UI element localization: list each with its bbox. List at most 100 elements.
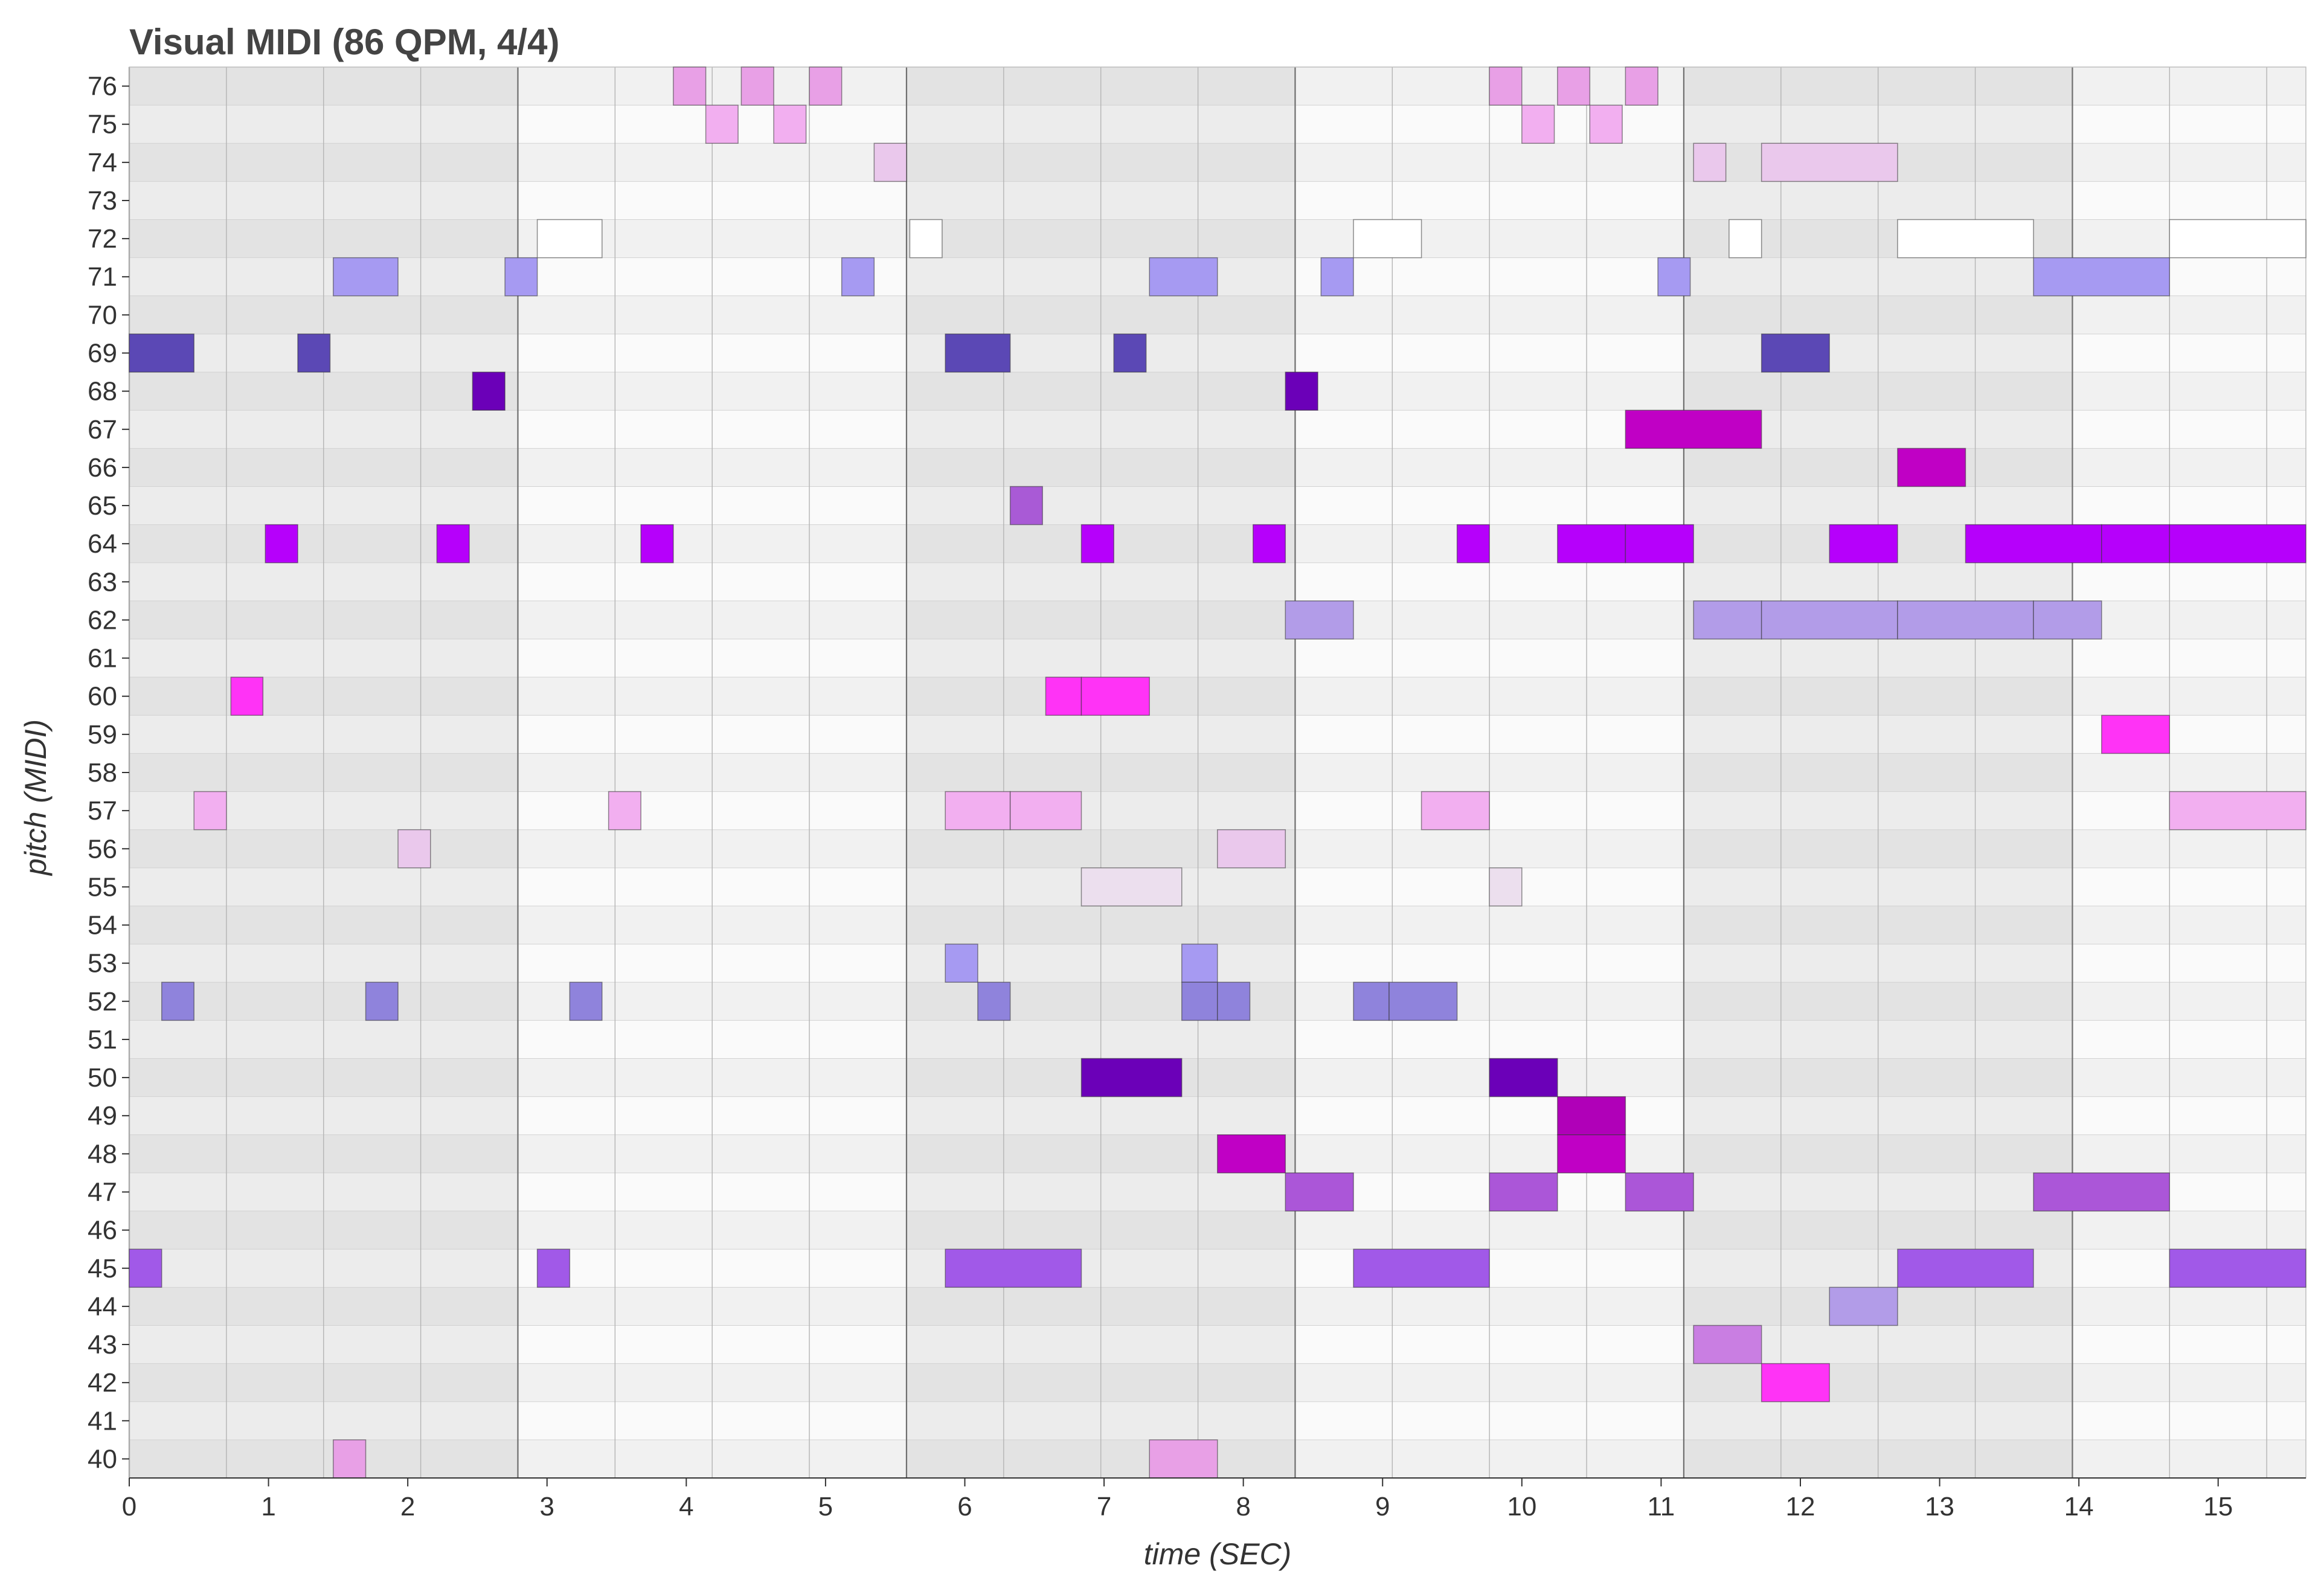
y-tick-label: 74 [88,148,117,178]
x-tick-label: 2 [400,1492,415,1521]
y-tick-label: 45 [88,1254,117,1283]
note-52-7.814 [1217,981,1251,1021]
y-axis-label: pitch (MIDI) [19,719,53,876]
note-62-12.698 [1897,600,2034,640]
note-55-9.767 [1489,867,1523,907]
row-band [2072,295,2306,334]
note-69-1.21 [297,333,331,373]
note-64-6.837 [1080,524,1114,564]
x-tick-label: 13 [1925,1492,1954,1521]
row-band [2072,448,2306,487]
y-tick-label: 76 [88,72,117,101]
note-49-10.256 [1557,1096,1626,1136]
note-76-10.256 [1557,66,1591,106]
note-47-8.302 [1285,1172,1354,1212]
note-57-6.326 [1009,791,1082,830]
note-71-2.698 [504,257,538,297]
note-60-6.581 [1045,676,1082,716]
y-tick-label: 52 [88,987,117,1017]
y-tick-label: 68 [88,377,117,406]
row-band [2072,562,2306,601]
note-75-10 [1521,104,1555,144]
note-57-9.279 [1420,791,1490,830]
note-47-10.744 [1625,1172,1694,1212]
note-64-13.186 [1965,524,2102,564]
note-47-13.674 [2033,1172,2171,1212]
note-69-0 [129,333,194,373]
note-76-4.884 [809,66,843,106]
note-75-4.14 [705,104,739,144]
note-52-1.698 [365,981,399,1021]
x-tick-label: 11 [1648,1492,1675,1521]
x-axis-label: time (SEC) [1144,1537,1291,1571]
note-64-14.651 [2169,524,2306,564]
row-band [2072,1363,2306,1402]
row-band [2072,1020,2306,1059]
note-52-3.163 [569,981,603,1021]
row-band [2072,829,2306,868]
note-67-10.744 [1625,410,1762,449]
note-69-5.86 [945,333,1011,373]
x-tick-label: 6 [957,1492,972,1521]
note-71-8.558 [1320,257,1354,297]
note-53-5.86 [945,943,978,983]
y-tick-label: 42 [88,1368,117,1398]
note-45-8.791 [1353,1248,1490,1288]
note-69-11.721 [1761,333,1830,373]
note-75-10.488 [1589,104,1623,144]
y-tick-label: 48 [88,1139,117,1169]
y-tick-label: 41 [88,1406,117,1436]
note-52-9.047 [1388,981,1458,1021]
note-64-12.209 [1829,524,1898,564]
note-59-14.163 [2101,715,2171,754]
note-76-3.907 [673,66,707,106]
x-axis-ticks: 0 1 2 3 4 5 6 7 8 9 10 11 12 13 14 15 [122,1477,2306,1521]
y-tick-label: 59 [88,720,117,750]
note-60-6.837 [1080,676,1150,716]
x-tick-label: 12 [1786,1492,1815,1521]
y-tick-label: 75 [88,110,117,140]
notes-layer [129,66,2306,1479]
note-57-3.442 [608,791,641,830]
row-band [2072,1096,2306,1135]
x-tick-label: 4 [679,1492,693,1521]
y-tick-label: 64 [88,529,117,559]
y-tick-label: 46 [88,1216,117,1245]
row-band [2072,1401,2306,1440]
row-band [2072,410,2306,449]
note-72-8.791 [1353,219,1422,259]
note-56-1.93 [397,829,431,869]
note-72-14.651 [2169,219,2306,259]
note-68-8.302 [1285,371,1318,411]
y-tick-label: 61 [88,644,117,673]
note-74-11.233 [1693,143,1727,182]
chart-title: Visual MIDI (86 QPM, 4/4) [129,22,559,62]
note-48-7.814 [1217,1134,1286,1174]
note-40-7.326 [1149,1439,1218,1479]
y-tick-label: 54 [88,911,117,940]
note-71-13.674 [2033,257,2171,297]
note-40-1.465 [333,1439,367,1479]
y-tick-label: 40 [88,1444,117,1474]
note-45-5.86 [945,1248,1082,1288]
row-band [2072,639,2306,678]
y-tick-label: 63 [88,567,117,597]
row-band [2072,944,2306,983]
note-42-11.721 [1761,1363,1830,1402]
note-57-14.651 [2169,791,2306,830]
note-45-0 [129,1248,162,1288]
note-44-12.209 [1829,1287,1898,1326]
y-tick-label: 66 [88,453,117,483]
row-band [2072,143,2306,182]
row-band [2072,1058,2306,1097]
note-64-10.744 [1625,524,1694,564]
row-band [2072,1287,2306,1326]
note-50-9.767 [1489,1058,1558,1097]
row-band [2072,1325,2306,1364]
row-band [2072,67,2306,106]
note-53-7.558 [1181,943,1218,983]
note-62-8.302 [1285,600,1354,640]
note-50-6.837 [1080,1058,1183,1097]
y-tick-label: 50 [88,1063,117,1093]
